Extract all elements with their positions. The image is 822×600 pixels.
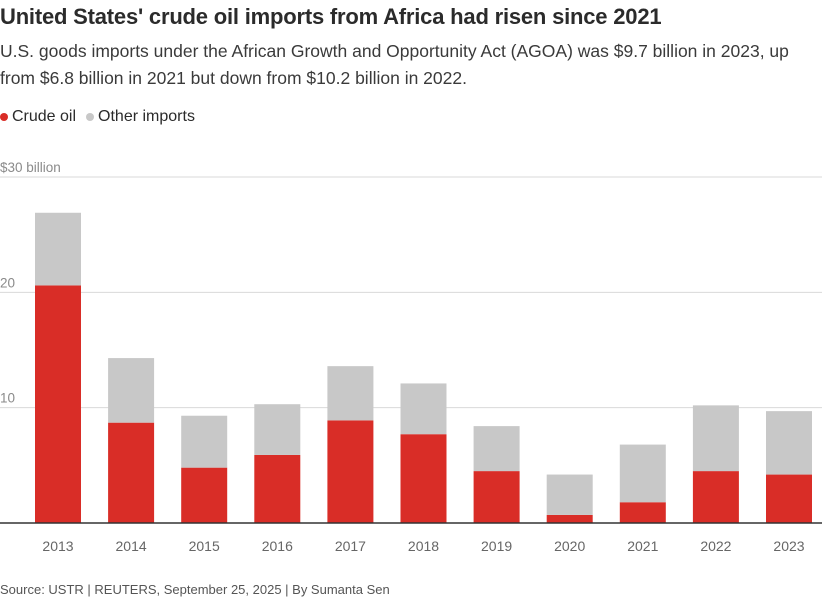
bar-other-imports xyxy=(692,405,739,472)
x-tick-label: 2019 xyxy=(481,538,512,554)
x-tick-label: 2022 xyxy=(700,538,731,554)
x-tick-label: 2014 xyxy=(116,538,147,554)
legend-swatch-other-imports xyxy=(86,113,95,121)
legend-label-crude-oil: Crude oil xyxy=(12,108,77,125)
legend-swatch-crude-oil xyxy=(0,113,8,121)
bar-other-imports xyxy=(254,404,301,455)
bar-other-imports xyxy=(766,411,812,475)
x-tick-label: 2016 xyxy=(262,538,293,554)
x-tick-label: 2018 xyxy=(408,538,439,554)
chart-title: United States' crude oil imports from Af… xyxy=(0,4,662,29)
legend-item-crude-oil: Crude oil xyxy=(0,108,76,126)
x-tick-label: 2021 xyxy=(627,538,658,554)
bar-other-imports xyxy=(473,426,520,472)
bar-other-imports xyxy=(619,444,666,503)
y-tick-label: 10 xyxy=(0,391,15,406)
x-tick-label: 2023 xyxy=(773,538,804,554)
x-tick-label: 2015 xyxy=(189,538,220,554)
bar-crude-oil xyxy=(254,454,301,523)
bar-crude-oil xyxy=(766,474,812,523)
bar-other-imports xyxy=(327,366,374,421)
bar-other-imports xyxy=(35,212,81,286)
bar-other-imports xyxy=(400,383,447,435)
bar-crude-oil xyxy=(327,420,374,523)
legend-label-other-imports: Other imports xyxy=(98,108,195,125)
bar-crude-oil xyxy=(181,467,228,523)
bar-other-imports xyxy=(108,358,155,423)
x-tick-label: 2020 xyxy=(554,538,585,554)
source-note: Source: USTR | REUTERS, September 25, 20… xyxy=(0,582,390,597)
bar-crude-oil xyxy=(108,422,155,523)
bar-other-imports xyxy=(546,474,593,515)
stacked-bar-chart: $30 billion 20 10 2013 2014 2015 2016 2017 2018 2… xyxy=(0,160,822,554)
x-tick-label: 2017 xyxy=(335,538,366,554)
bar-crude-oil xyxy=(619,502,666,523)
y-tick-label: $30 billion xyxy=(0,160,61,175)
y-tick-label: 20 xyxy=(0,275,15,290)
bar-crude-oil xyxy=(546,514,593,523)
x-tick-label: 2013 xyxy=(42,538,73,554)
bar-crude-oil xyxy=(473,471,520,523)
bar-crude-oil xyxy=(35,285,81,523)
bar-crude-oil xyxy=(400,434,447,523)
bar-other-imports xyxy=(181,415,228,468)
legend-item-other-imports: Other imports xyxy=(86,108,195,126)
bar-crude-oil xyxy=(692,471,739,523)
legend: Crude oil Other imports xyxy=(0,108,195,126)
chart-subtitle: U.S. goods imports under the African Gro… xyxy=(0,41,789,88)
